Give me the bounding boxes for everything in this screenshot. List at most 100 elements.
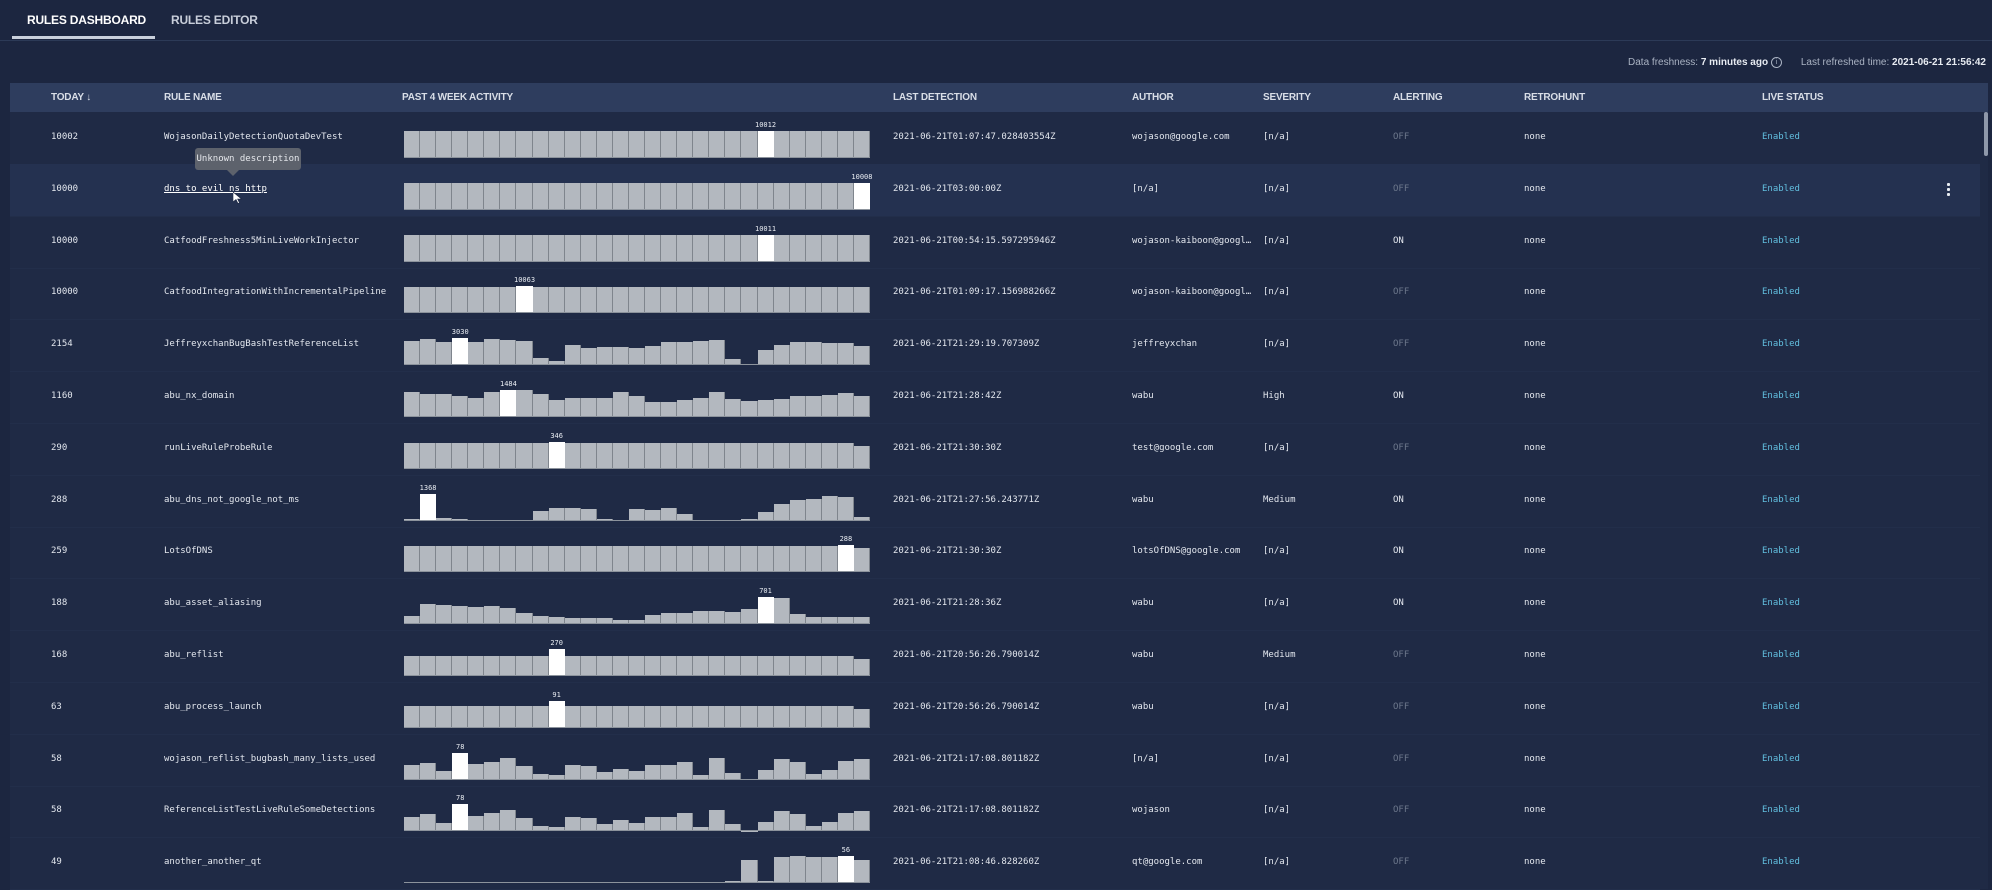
activity-bar[interactable] xyxy=(436,287,452,314)
activity-bar[interactable] xyxy=(758,656,774,676)
activity-bar[interactable] xyxy=(516,706,532,727)
activity-bar[interactable] xyxy=(404,765,420,780)
activity-bar[interactable] xyxy=(484,392,500,417)
column-header-last-detection[interactable]: LAST DETECTION xyxy=(893,92,977,103)
activity-bar-peak[interactable] xyxy=(549,701,565,728)
cell-rule-name[interactable]: WojasonDailyDetectionQuotaDevTest xyxy=(164,132,343,143)
activity-bar[interactable] xyxy=(484,183,500,210)
activity-bar-peak[interactable] xyxy=(452,338,468,365)
activity-bar[interactable] xyxy=(436,706,452,727)
activity-bar[interactable] xyxy=(822,656,838,676)
activity-bar[interactable] xyxy=(854,709,870,728)
activity-bar[interactable] xyxy=(677,342,693,366)
activity-bar[interactable] xyxy=(500,656,516,676)
activity-bar[interactable] xyxy=(500,706,516,727)
activity-bar[interactable] xyxy=(790,656,806,676)
activity-bar[interactable] xyxy=(645,706,661,727)
activity-bar[interactable] xyxy=(677,706,693,727)
activity-bar[interactable] xyxy=(468,656,484,676)
cell-rule-name[interactable]: abu_reflist xyxy=(164,650,224,661)
activity-bar[interactable] xyxy=(725,183,741,210)
tab-rules-dashboard[interactable]: RULES DASHBOARD xyxy=(27,13,146,27)
activity-bar[interactable] xyxy=(725,656,741,676)
activity-bar[interactable] xyxy=(774,183,790,210)
activity-bar[interactable] xyxy=(629,183,645,210)
activity-bar[interactable] xyxy=(468,607,484,625)
cell-rule-name[interactable]: wojason_reflist_bugbash_many_lists_used xyxy=(164,754,375,765)
activity-bar[interactable] xyxy=(645,443,661,469)
activity-bar[interactable] xyxy=(468,816,484,831)
activity-bar[interactable] xyxy=(452,606,468,625)
column-header-alerting[interactable]: ALERTING xyxy=(1393,92,1443,103)
activity-bar[interactable] xyxy=(677,443,693,469)
activity-bar[interactable] xyxy=(452,443,468,469)
activity-bar[interactable] xyxy=(838,497,854,521)
activity-bar[interactable] xyxy=(758,287,774,314)
column-header-today[interactable]: TODAY ↓ xyxy=(51,92,91,103)
activity-bar[interactable] xyxy=(661,546,677,573)
activity-bar[interactable] xyxy=(420,131,436,158)
activity-bar[interactable] xyxy=(806,396,822,417)
activity-bar[interactable] xyxy=(549,400,565,417)
activity-bar[interactable] xyxy=(581,348,597,366)
activity-bar[interactable] xyxy=(597,398,613,417)
activity-bar[interactable] xyxy=(533,706,549,727)
activity-bar[interactable] xyxy=(822,287,838,314)
activity-bar[interactable] xyxy=(693,656,709,676)
activity-bar[interactable] xyxy=(500,183,516,210)
activity-bar[interactable] xyxy=(516,546,532,573)
activity-bar[interactable] xyxy=(758,443,774,469)
activity-bar[interactable] xyxy=(645,346,661,366)
activity-bar[interactable] xyxy=(790,814,806,832)
activity-bar[interactable] xyxy=(484,706,500,727)
activity-bar[interactable] xyxy=(822,443,838,469)
activity-bar[interactable] xyxy=(693,131,709,158)
activity-bar[interactable] xyxy=(725,399,741,417)
activity-bar[interactable] xyxy=(452,235,468,262)
activity-bar[interactable] xyxy=(420,287,436,314)
activity-bar[interactable] xyxy=(693,546,709,573)
activity-bar-peak[interactable] xyxy=(452,804,468,831)
activity-bar[interactable] xyxy=(549,546,565,573)
activity-bar[interactable] xyxy=(565,765,581,779)
activity-bar[interactable] xyxy=(677,813,693,831)
cell-rule-name[interactable]: abu_asset_aliasing xyxy=(164,598,262,609)
activity-bar[interactable] xyxy=(516,818,532,832)
activity-bar[interactable] xyxy=(404,817,420,832)
activity-bar[interactable] xyxy=(741,131,757,158)
activity-bar[interactable] xyxy=(452,183,468,210)
activity-bar[interactable] xyxy=(854,659,870,676)
activity-bar[interactable] xyxy=(709,546,725,573)
activity-bar[interactable] xyxy=(838,393,854,417)
activity-bar[interactable] xyxy=(741,401,757,417)
activity-bar[interactable] xyxy=(468,235,484,262)
activity-bar[interactable] xyxy=(741,546,757,573)
activity-bar[interactable] xyxy=(613,235,629,262)
activity-bar[interactable] xyxy=(436,605,452,624)
activity-bar[interactable] xyxy=(613,706,629,727)
activity-bar[interactable] xyxy=(597,235,613,262)
cell-rule-name[interactable]: CatfoodFreshness5MinLiveWorkInjector xyxy=(164,236,359,247)
activity-bar[interactable] xyxy=(629,235,645,262)
cell-rule-name[interactable]: ReferenceListTestLiveRuleSomeDetections xyxy=(164,805,375,816)
column-header-severity[interactable]: SEVERITY xyxy=(1263,92,1311,103)
activity-bar[interactable] xyxy=(565,546,581,573)
activity-bar[interactable] xyxy=(533,287,549,314)
activity-bar[interactable] xyxy=(420,443,436,469)
activity-bar[interactable] xyxy=(565,345,581,365)
activity-bar[interactable] xyxy=(581,398,597,417)
activity-bar[interactable] xyxy=(822,131,838,158)
activity-bar[interactable] xyxy=(709,443,725,469)
activity-bar-peak[interactable] xyxy=(758,597,774,624)
activity-bar[interactable] xyxy=(581,287,597,314)
column-header-retrohunt[interactable]: RETROHUNT xyxy=(1524,92,1585,103)
activity-bar[interactable] xyxy=(629,287,645,314)
activity-bar[interactable] xyxy=(484,443,500,469)
activity-bar[interactable] xyxy=(661,443,677,469)
activity-bar[interactable] xyxy=(404,546,420,573)
activity-bar[interactable] xyxy=(838,443,854,469)
activity-bar[interactable] xyxy=(822,235,838,262)
activity-bar[interactable] xyxy=(709,656,725,676)
